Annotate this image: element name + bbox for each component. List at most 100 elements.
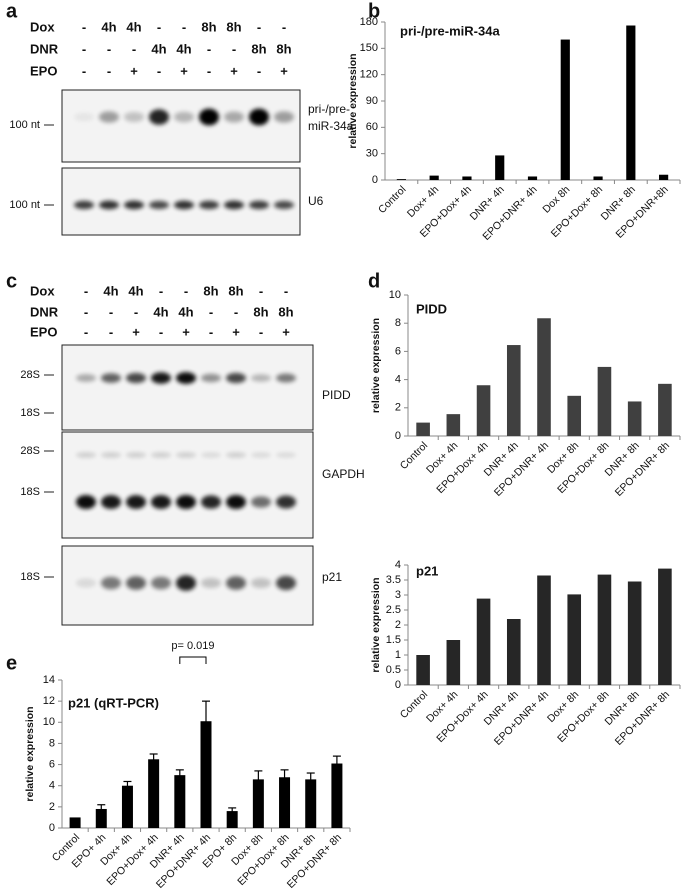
bar — [396, 179, 406, 180]
lane-condition: - — [134, 304, 138, 319]
y-tick-label: 10 — [389, 289, 401, 301]
blot-band — [251, 496, 271, 508]
y-tick-label: 0 — [372, 174, 378, 186]
blot-membrane — [61, 89, 301, 163]
bar — [567, 395, 582, 436]
bar — [567, 594, 582, 685]
panel-letter: b — [368, 0, 380, 22]
lane-condition: - — [234, 304, 238, 319]
x-tick-label: EPO+DNR+ 8h — [613, 439, 672, 498]
bar — [476, 598, 491, 685]
y-tick-label: 6 — [395, 345, 401, 357]
error-bar — [123, 780, 132, 791]
significance-bracket — [179, 656, 207, 664]
blot-band — [201, 577, 221, 589]
bar — [416, 422, 430, 436]
bar — [69, 817, 81, 828]
blot-membrane — [61, 431, 314, 539]
lane-condition: - — [107, 41, 111, 56]
lane-condition: 8h — [278, 304, 293, 319]
chart-title: PIDD — [416, 301, 447, 316]
blot-label: miR-34a — [308, 119, 354, 133]
error-bar — [202, 700, 210, 742]
lane-condition: - — [259, 324, 263, 339]
lane-condition: 4h — [176, 41, 191, 56]
y-tick-label: 90 — [366, 95, 378, 107]
y-tick-label: 8 — [395, 317, 401, 329]
blot-band — [126, 576, 146, 590]
y-tick-label: 14 — [43, 674, 55, 686]
y-axis-label: relative expression — [370, 577, 382, 672]
error-bar — [306, 772, 315, 787]
lane-condition: 8h — [276, 41, 291, 56]
blot-band — [151, 452, 171, 458]
lane-condition: - — [282, 19, 286, 34]
blot-band — [176, 372, 196, 384]
blot-band — [249, 108, 269, 126]
blot-band — [74, 200, 94, 210]
lane-condition: 8h — [253, 304, 268, 319]
size-marker: 28S — [20, 445, 40, 457]
y-tick-label: 2 — [395, 619, 401, 631]
blot-band — [99, 111, 119, 123]
blot-label: pri-/pre- — [308, 102, 350, 116]
x-tick-label: EPO+DNR+ 8h — [613, 688, 672, 747]
blot-band — [226, 494, 246, 510]
blot-band — [124, 200, 144, 210]
blot-band — [149, 200, 169, 210]
size-marker: 28S — [20, 369, 40, 381]
lane-condition: 8h — [226, 19, 241, 34]
blot-band — [276, 495, 296, 509]
blot-band — [276, 575, 296, 591]
error-bar — [149, 753, 158, 766]
bar — [560, 39, 570, 180]
blot-band — [176, 575, 196, 591]
bar — [252, 779, 264, 828]
bar — [659, 174, 669, 180]
lane-condition: - — [184, 283, 188, 298]
x-tick-label: Control — [376, 184, 408, 216]
y-tick-label: 12 — [43, 695, 55, 707]
lane-condition: - — [82, 63, 86, 78]
blot-label: U6 — [308, 194, 324, 208]
bar — [429, 175, 439, 180]
lane-condition: - — [209, 324, 213, 339]
bar — [626, 25, 636, 181]
blot-band — [249, 200, 269, 210]
blot-band — [101, 452, 121, 458]
lane-condition: - — [159, 283, 163, 298]
bar — [174, 775, 186, 828]
lane-condition: - — [259, 283, 263, 298]
bar — [597, 574, 612, 685]
condition-name: EPO — [30, 324, 57, 339]
bar — [331, 763, 343, 828]
blot-band — [201, 373, 221, 383]
bar — [527, 176, 538, 180]
lane-condition: 4h — [126, 19, 141, 34]
bar — [537, 575, 551, 685]
blot-band — [126, 372, 146, 384]
bar — [476, 385, 491, 436]
x-tick-label: EPO+DNR+ 4h — [492, 688, 551, 747]
lane-condition: 8h — [251, 41, 266, 56]
size-marker: 100 nt — [9, 199, 40, 211]
condition-name: Dox — [30, 283, 55, 298]
lane-condition: - — [207, 41, 211, 56]
blot-band — [274, 111, 294, 123]
error-bar — [175, 769, 184, 782]
bar — [597, 366, 612, 436]
blot-band — [176, 494, 196, 510]
blot-label: p21 — [322, 570, 342, 584]
significance-label: p= 0.019 — [171, 640, 214, 652]
y-tick-label: 3.5 — [386, 574, 401, 586]
lane-condition: - — [232, 41, 236, 56]
lane-condition: - — [82, 41, 86, 56]
blot-band — [174, 200, 194, 210]
condition-name: EPO — [30, 63, 57, 78]
lane-condition: - — [284, 283, 288, 298]
bar — [506, 345, 521, 436]
blot-band — [226, 452, 246, 458]
x-tick-label: EPO+DNR+ 4h — [492, 439, 551, 498]
blot-band — [251, 374, 271, 382]
panel-letter: d — [368, 270, 380, 292]
